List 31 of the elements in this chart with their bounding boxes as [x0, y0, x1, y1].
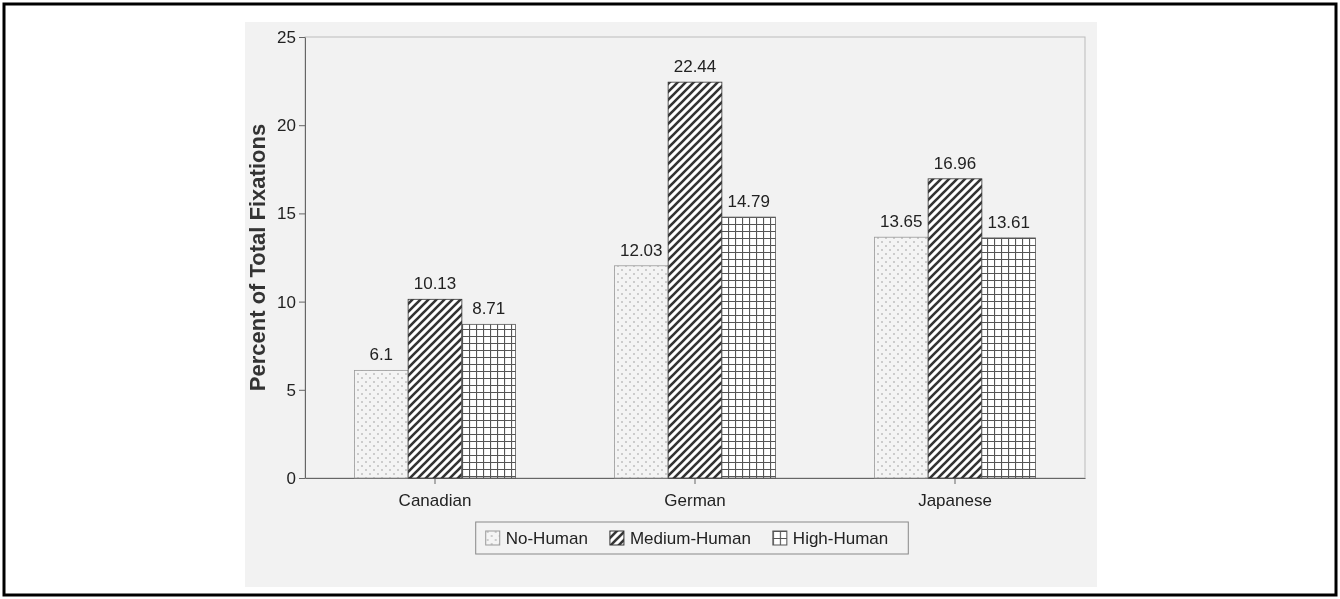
- y-tick-label: 10: [277, 292, 296, 312]
- bar: [407, 298, 463, 479]
- data-label: 13.65: [879, 212, 923, 232]
- y-tick-label: 25: [277, 27, 296, 47]
- y-tick-label: 15: [277, 204, 296, 224]
- data-label: 16.96: [933, 153, 977, 173]
- data-label: 12.03: [619, 240, 663, 260]
- data-label: 22.44: [673, 57, 717, 77]
- x-tick-label: Japanese: [918, 490, 992, 510]
- bar: [981, 237, 1036, 479]
- y-tick-label: 0: [286, 468, 296, 488]
- bar: [354, 370, 409, 479]
- data-label: 8.71: [472, 299, 506, 319]
- bar: [927, 178, 983, 479]
- y-tick-label: 20: [277, 116, 296, 136]
- legend-label: No-Human: [505, 529, 588, 548]
- bar: [721, 216, 776, 479]
- x-tick-label: German: [664, 490, 726, 510]
- legend-label: Medium-Human: [629, 529, 751, 548]
- y-axis-title: Percent of Total Fixations: [245, 123, 270, 392]
- data-label: 14.79: [727, 192, 771, 212]
- bar: [461, 323, 516, 479]
- y-tick-label: 5: [286, 380, 296, 400]
- x-tick-label: Canadian: [398, 490, 472, 510]
- bar: [667, 81, 723, 479]
- data-label: 10.13: [413, 274, 457, 294]
- legend-label: High-Human: [792, 529, 889, 548]
- data-label: 13.61: [987, 212, 1031, 232]
- data-label: 6.1: [369, 345, 394, 365]
- bar: [874, 236, 929, 479]
- bar: [614, 265, 669, 479]
